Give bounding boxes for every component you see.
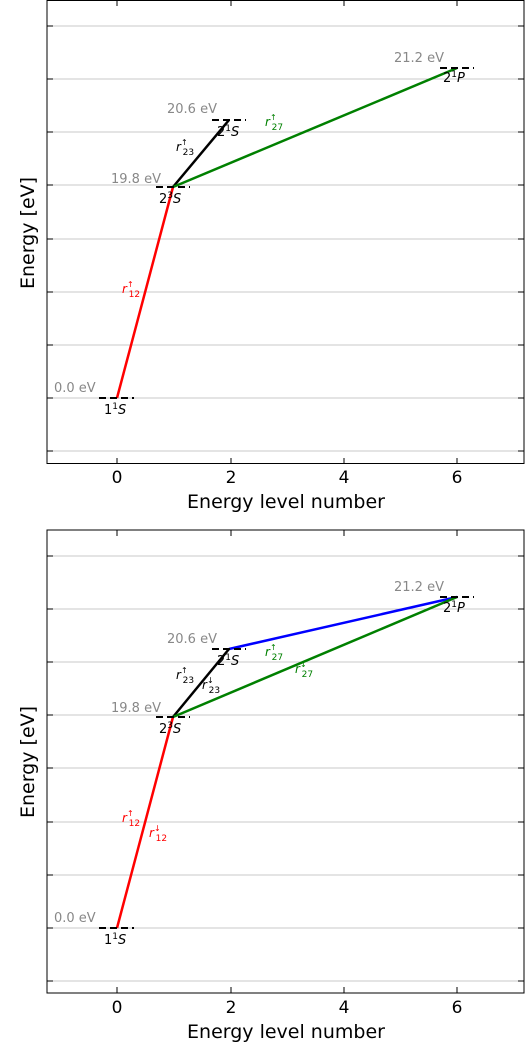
energy-label: 21.2 eV <box>394 51 444 66</box>
x-tick-label: 6 <box>452 998 463 1018</box>
transition-line-2-7 <box>172 66 458 189</box>
x-ticks <box>116 530 458 993</box>
x-tick-label: 2 <box>226 998 237 1018</box>
energy-label: 0.0 eV <box>54 911 96 926</box>
state-label: 23S <box>159 191 181 207</box>
plot-frame <box>46 529 525 994</box>
rate-label-r12-down: r↓ 12 <box>149 824 167 844</box>
state-label: 11S <box>104 932 126 948</box>
rate-label-r23-up: r↑ 23 <box>176 666 194 686</box>
x-tick-label: 0 <box>112 468 123 488</box>
x-axis-label: Energy level number <box>187 1021 385 1043</box>
x-tick-label: 4 <box>339 468 350 488</box>
y-axis-label: Energy [eV] <box>17 177 39 289</box>
rate-label-r12-up: r↑ 12 <box>122 809 140 829</box>
transition-line-1-2 <box>115 186 175 399</box>
plot-frame <box>46 0 525 464</box>
panel-top: 0 2 4 6 Energy level number Energy [eV] … <box>17 0 525 513</box>
energy-label: 19.8 eV <box>111 172 161 187</box>
transition-line-3-7 <box>228 595 458 651</box>
state-label: 21S <box>217 653 239 669</box>
x-tick-label: 6 <box>452 468 463 488</box>
energy-label: 19.8 eV <box>111 701 161 716</box>
transition-line-2-7 <box>172 595 458 719</box>
x-tick-label: 2 <box>226 468 237 488</box>
grid-lines <box>47 25 524 452</box>
panel-bottom: 0 2 4 6 Energy level number Energy [eV] … <box>17 529 525 1043</box>
y-ticks <box>47 555 524 982</box>
state-label: 21P <box>443 70 465 86</box>
y-axis-label: Energy [eV] <box>17 706 39 818</box>
x-axis-label: Energy level number <box>187 491 385 513</box>
x-tick-labels: 0 2 4 6 <box>112 468 463 488</box>
transition-line-2-3 <box>172 648 230 718</box>
state-label: 21S <box>217 124 239 140</box>
rate-label-r23-up: r↑ 23 <box>176 138 194 158</box>
state-label: 21P <box>443 600 465 616</box>
rate-label-r27-down: r↓ 27 <box>295 660 313 680</box>
energy-label: 20.6 eV <box>167 102 217 117</box>
rate-label-r12-up: r↑ 12 <box>122 280 140 300</box>
transition-line-2-3 <box>172 119 230 188</box>
transition-line-1-2 <box>115 716 175 929</box>
energy-label: 0.0 eV <box>54 381 96 396</box>
y-ticks <box>47 25 524 452</box>
energy-label: 20.6 eV <box>167 632 217 647</box>
grid-lines <box>47 555 524 982</box>
rate-label-r27-up: r↑ 27 <box>265 643 283 663</box>
x-tick-labels: 0 2 4 6 <box>112 998 463 1018</box>
x-tick-label: 4 <box>339 998 350 1018</box>
x-ticks <box>116 0 458 464</box>
rate-label-r23-down: r↓ 23 <box>202 676 220 696</box>
rate-label-r27-up: r↑ 27 <box>265 113 283 133</box>
state-label: 11S <box>104 402 126 418</box>
x-tick-label: 0 <box>112 998 123 1018</box>
state-label: 23S <box>159 721 181 737</box>
energy-label: 21.2 eV <box>394 580 444 595</box>
